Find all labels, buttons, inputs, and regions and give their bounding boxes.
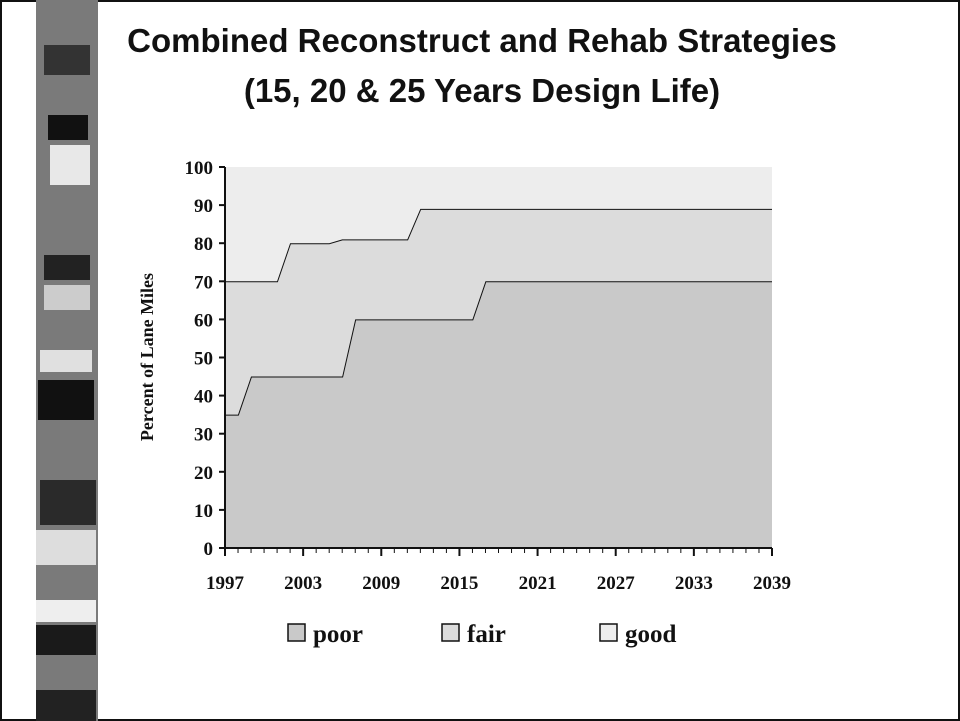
y-tick-label: 90 xyxy=(194,196,213,217)
legend-swatch xyxy=(600,624,617,641)
x-tick-label: 1997 xyxy=(206,573,245,594)
legend-label: good xyxy=(625,621,677,648)
y-tick-label: 30 xyxy=(194,425,213,446)
x-tick-label: 2039 xyxy=(753,573,791,594)
chart-title: Combined Reconstruct and Rehab Strategie… xyxy=(127,22,837,59)
y-tick-label: 0 xyxy=(204,539,214,560)
x-tick-label: 2003 xyxy=(284,573,322,594)
y-tick-label: 20 xyxy=(194,463,213,484)
y-tick-label: 40 xyxy=(194,387,213,408)
x-tick-label: 2009 xyxy=(362,573,400,594)
y-tick-label: 10 xyxy=(194,501,213,522)
x-tick-label: 2033 xyxy=(675,573,713,594)
y-axis-label: Percent of Lane Miles xyxy=(137,273,157,441)
chart-subtitle: (15, 20 & 25 Years Design Life) xyxy=(244,72,720,109)
legend-swatch xyxy=(442,624,459,641)
x-tick-label: 2027 xyxy=(597,573,636,594)
x-tick-label: 2015 xyxy=(440,573,478,594)
legend-label: poor xyxy=(313,621,363,648)
stripe-decoration xyxy=(36,0,98,721)
y-tick-label: 70 xyxy=(194,272,213,293)
slide: Combined Reconstruct and Rehab Strategie… xyxy=(0,0,960,721)
y-tick-label: 100 xyxy=(185,158,214,179)
x-tick-label: 2021 xyxy=(519,573,557,594)
y-tick-label: 60 xyxy=(194,310,213,331)
y-tick-label: 50 xyxy=(194,349,213,370)
legend-swatch xyxy=(288,624,305,641)
legend-label: fair xyxy=(467,621,506,648)
y-tick-label: 80 xyxy=(194,234,213,255)
